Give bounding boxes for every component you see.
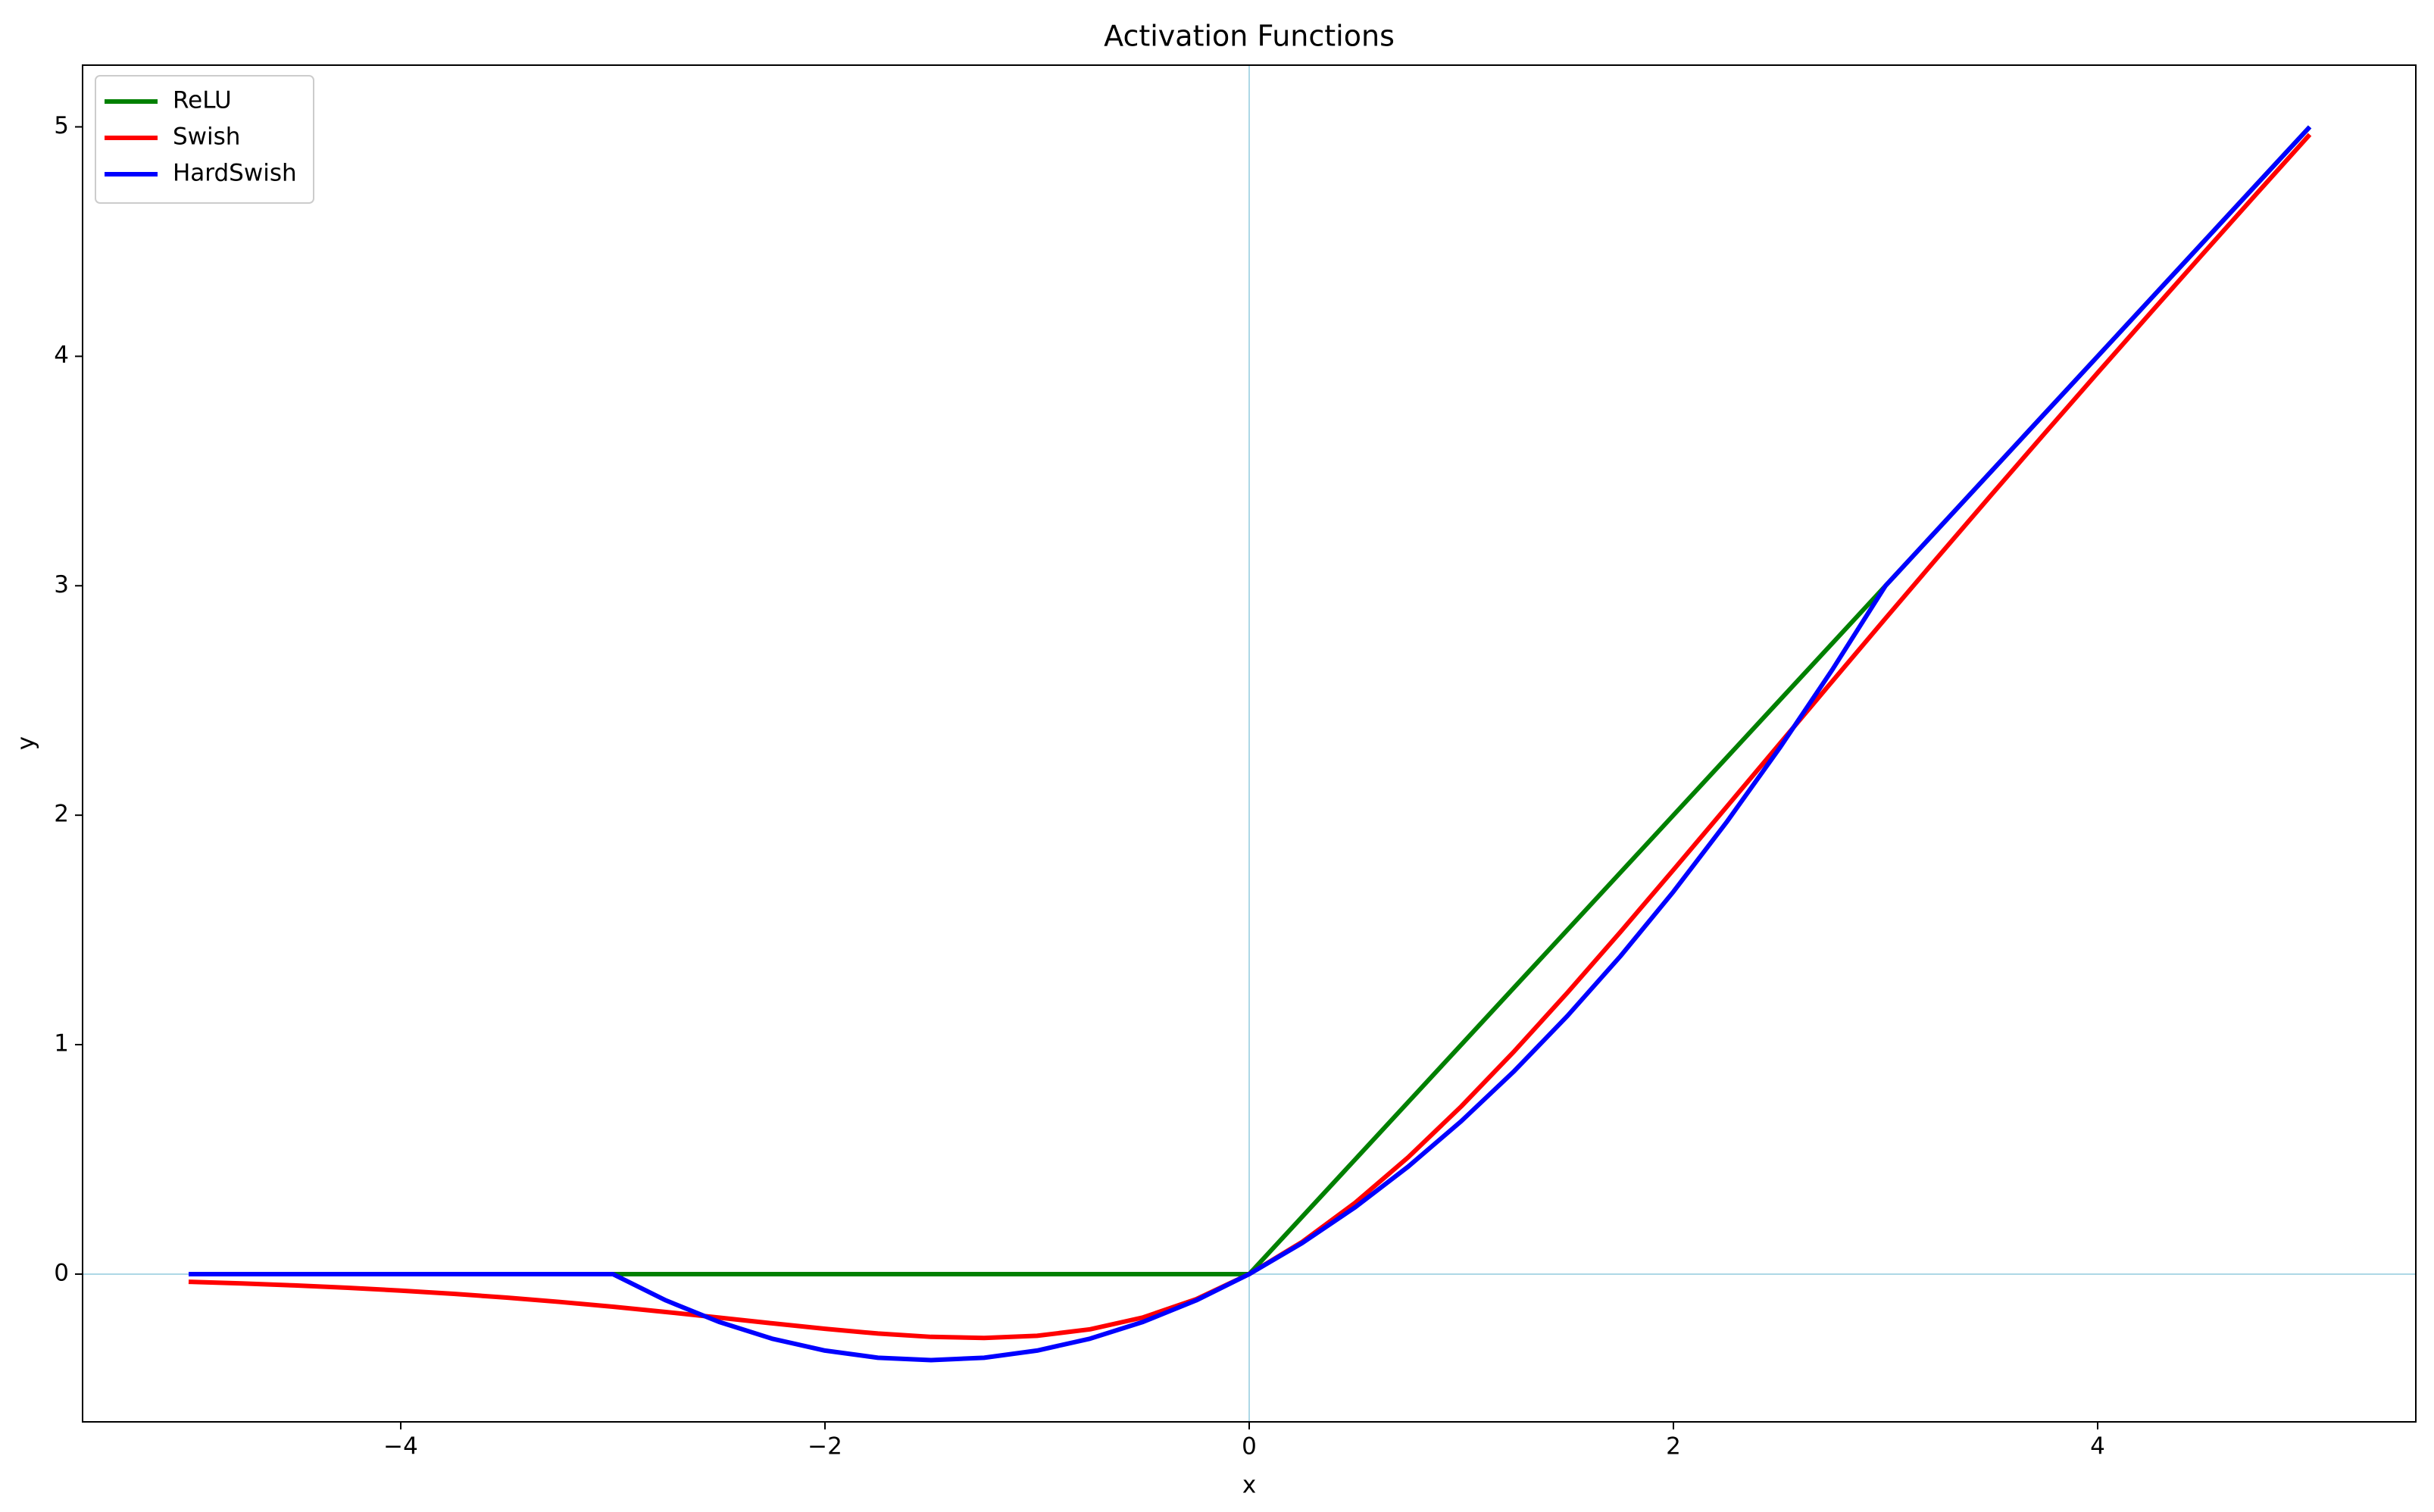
legend-label: Swish <box>173 123 240 151</box>
x-tick-label: −4 <box>383 1433 418 1460</box>
y-tick-label: 4 <box>54 342 69 369</box>
legend-box <box>95 75 314 204</box>
x-tick-label: 0 <box>1242 1433 1257 1460</box>
y-tick-label: 5 <box>54 112 69 139</box>
chart-title: Activation Functions <box>1104 20 1395 53</box>
legend-label: ReLU <box>173 87 232 114</box>
x-tick-label: 4 <box>2090 1433 2105 1460</box>
legend-label: HardSwish <box>173 160 297 187</box>
plot-frame <box>82 64 2417 1423</box>
y-tick-label: 3 <box>54 571 69 598</box>
x-tick-label: −2 <box>808 1433 842 1460</box>
y-tick-label: 2 <box>54 801 69 828</box>
y-axis-label: y <box>13 736 40 750</box>
series-line <box>189 125 2312 1363</box>
x-axis-label: x <box>1242 1472 1256 1499</box>
y-tick-label: 0 <box>54 1259 69 1286</box>
y-tick-label: 1 <box>54 1030 69 1057</box>
x-tick-label: 2 <box>1666 1433 1681 1460</box>
